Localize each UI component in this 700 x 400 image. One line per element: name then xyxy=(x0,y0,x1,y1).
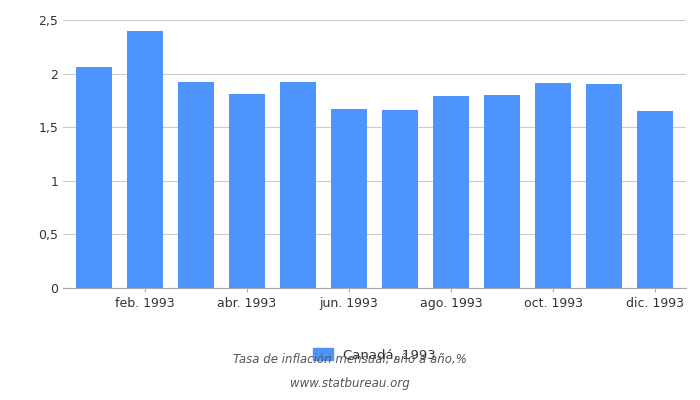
Bar xyxy=(433,96,469,288)
Bar xyxy=(178,82,214,288)
Bar xyxy=(382,110,418,288)
Text: www.statbureau.org: www.statbureau.org xyxy=(290,378,410,390)
Bar xyxy=(536,83,571,288)
Bar xyxy=(638,111,673,288)
Bar xyxy=(76,67,111,288)
Bar xyxy=(127,31,162,288)
Bar xyxy=(229,94,265,288)
Legend: Canadá, 1993: Canadá, 1993 xyxy=(308,343,441,367)
Bar xyxy=(331,109,367,288)
Bar xyxy=(280,82,316,288)
Text: Tasa de inflación mensual, año a año,%: Tasa de inflación mensual, año a año,% xyxy=(233,354,467,366)
Bar xyxy=(587,84,622,288)
Bar xyxy=(484,95,520,288)
